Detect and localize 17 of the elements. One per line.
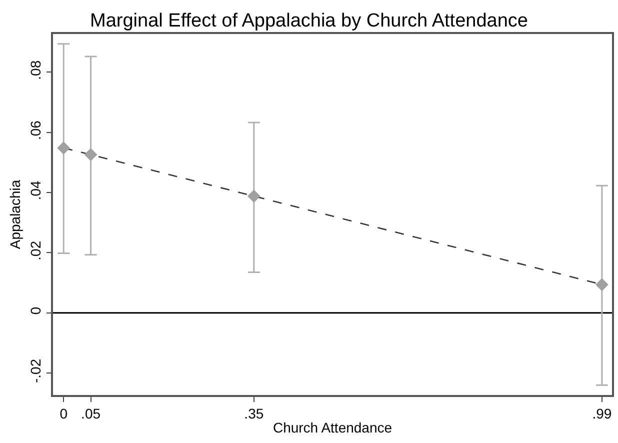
- y-axis-title: Appalachia: [6, 180, 23, 250]
- x-tick-label: .05: [81, 406, 101, 422]
- y-tick-label: .02: [28, 240, 44, 260]
- point: [247, 190, 260, 203]
- point: [84, 148, 98, 162]
- x-tick-label: .35: [244, 406, 264, 422]
- y-tick-label: -.02: [28, 358, 44, 384]
- x-tick-label: 0: [60, 406, 68, 422]
- point: [57, 142, 70, 155]
- x-tick-label: .99: [592, 406, 612, 422]
- y-tick-label: .08: [28, 60, 44, 80]
- point: [595, 278, 608, 292]
- chart-title: Marginal Effect of Appalachia by Church Attendance: [90, 10, 528, 32]
- y-tick-label: .06: [28, 120, 44, 140]
- x-axis-title: Church Attendance: [272, 419, 392, 436]
- y-tick-label: 0: [28, 306, 44, 315]
- y-tick-label: .04: [28, 180, 44, 200]
